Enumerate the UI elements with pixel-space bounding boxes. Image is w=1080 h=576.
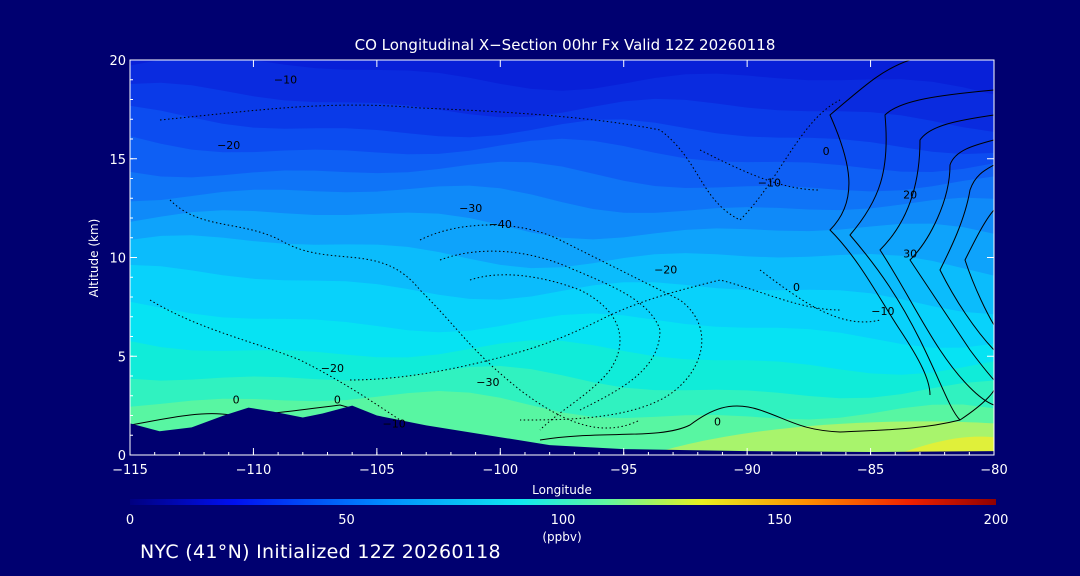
contour-dotted-core-1 bbox=[419, 224, 703, 421]
y-axis-label: Altitude (km) bbox=[87, 219, 101, 298]
x-tick-label: −95 bbox=[610, 463, 637, 478]
colorbar-tick-label: 50 bbox=[338, 513, 355, 528]
contour-label: −10 bbox=[758, 176, 781, 189]
contour-label: −20 bbox=[654, 263, 677, 276]
contour-solid-east-1 bbox=[829, 60, 931, 396]
contour-label: 0 bbox=[334, 394, 341, 407]
contour-label: 20 bbox=[903, 188, 917, 201]
x-tick-label: −110 bbox=[236, 463, 272, 478]
y-tick-label: 10 bbox=[109, 252, 126, 267]
contour-label: −20 bbox=[217, 139, 240, 152]
contour-label: 30 bbox=[903, 248, 917, 261]
x-tick-label: −105 bbox=[359, 463, 395, 478]
contour-labels: −10 −20 −30 −40 −10 −20 −10 −20 −30 −10 0 0 0 0 0 20 30 bbox=[217, 74, 917, 431]
contour-label: −30 bbox=[459, 202, 482, 215]
y-tick-label: 20 bbox=[109, 54, 126, 69]
contour-label: 0 bbox=[823, 145, 830, 158]
colorbar-tick-label: 200 bbox=[984, 513, 1009, 528]
contour-solid-east-6 bbox=[964, 209, 994, 326]
contour-solid-east-2 bbox=[849, 89, 994, 421]
contour-solid-east-5 bbox=[939, 164, 994, 351]
contour-solid-east-4 bbox=[909, 139, 994, 381]
colorbar-ticks: 0 50 100 150 200 bbox=[126, 513, 1009, 528]
x-tick-label: −115 bbox=[112, 463, 148, 478]
contour-dotted-core-3 bbox=[469, 274, 621, 431]
fill-layer-warmest bbox=[895, 436, 994, 455]
contour-dotted-upper bbox=[159, 99, 841, 221]
contour-label: −10 bbox=[382, 417, 405, 430]
y-tick-label: 15 bbox=[109, 153, 126, 168]
y-tick-label: 5 bbox=[118, 350, 126, 365]
terrain-mask bbox=[130, 405, 994, 455]
x-tick-label: −80 bbox=[980, 463, 1007, 478]
contour-solid-east-3 bbox=[879, 114, 994, 406]
contour-dotted-right bbox=[699, 149, 881, 323]
contour-dotted-mid-1 bbox=[169, 199, 641, 429]
co-fill-layers bbox=[130, 60, 994, 455]
x-tick-label: −90 bbox=[733, 463, 760, 478]
contour-label: 0 bbox=[233, 394, 240, 407]
contour-label: 0 bbox=[714, 415, 721, 428]
colorbar-unit: (ppbv) bbox=[542, 530, 581, 544]
contour-label: 0 bbox=[793, 281, 800, 294]
terrain-shape bbox=[130, 405, 994, 455]
contour-label: −10 bbox=[274, 74, 297, 87]
colorbar bbox=[130, 499, 996, 505]
y-tick-label: 0 bbox=[118, 449, 126, 464]
colorbar-tick-label: 150 bbox=[767, 513, 792, 528]
chart-title: CO Longitudinal X−Section 00hr Fx Valid … bbox=[355, 36, 776, 54]
x-tick-label: −100 bbox=[482, 463, 518, 478]
x-axis: −115 −110 −105 −100 −95 −90 −85 −80 bbox=[112, 60, 1008, 478]
colorbar-tick-label: 0 bbox=[126, 513, 134, 528]
x-axis-label: Longitude bbox=[532, 483, 592, 497]
x-tick-label: −85 bbox=[857, 463, 884, 478]
y-axis: 0 5 10 15 20 bbox=[109, 54, 994, 464]
contour-label: −30 bbox=[476, 376, 499, 389]
contour-dotted-core-2 bbox=[439, 250, 661, 411]
contour-label: −20 bbox=[321, 362, 344, 375]
fill-layer-warm bbox=[648, 421, 994, 455]
footer-initialized-text: NYC (41°N) Initialized 12Z 20260118 bbox=[140, 541, 501, 563]
contour-label: −40 bbox=[489, 218, 512, 231]
colorbar-tick-label: 100 bbox=[551, 513, 576, 528]
contour-label: −10 bbox=[871, 305, 894, 318]
